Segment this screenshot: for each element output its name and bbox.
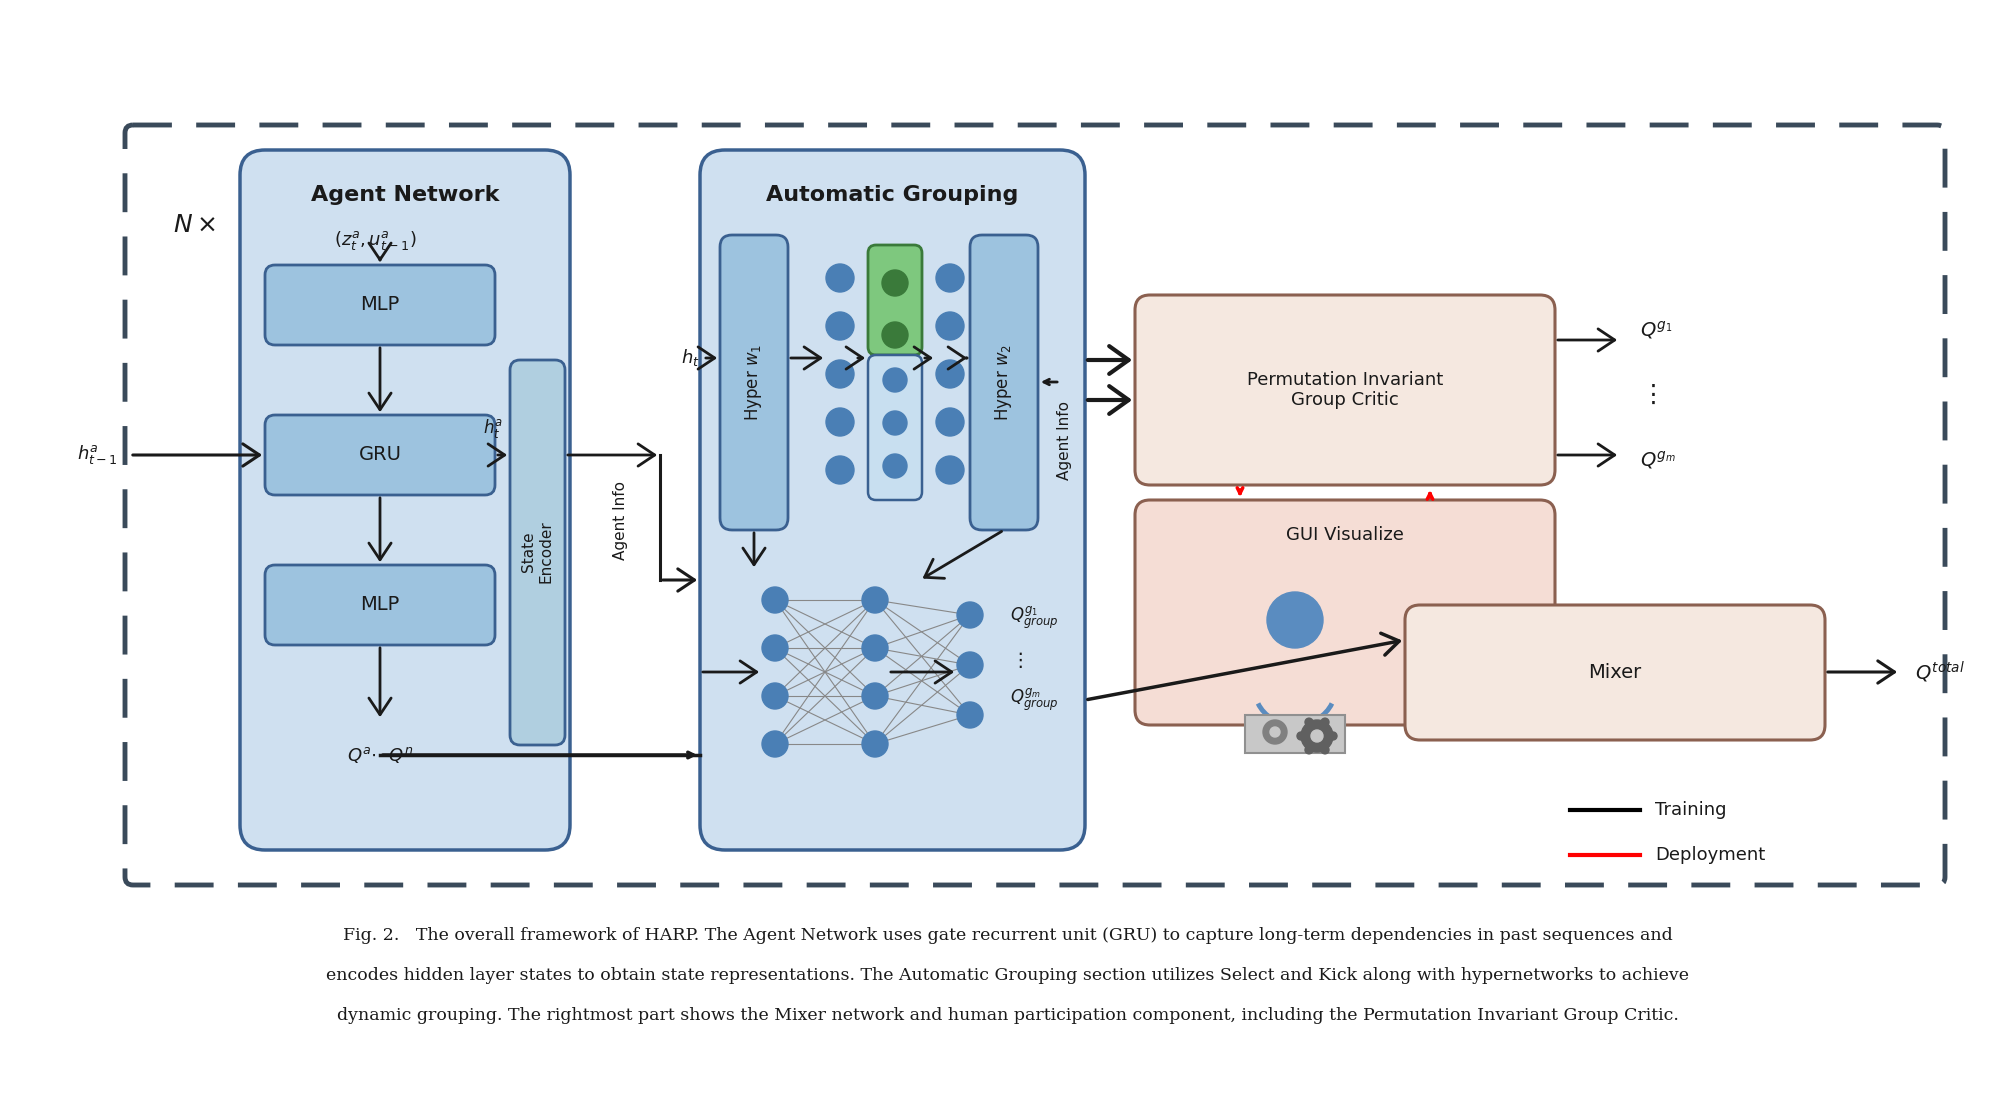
- Text: $h_{t-1}^a$: $h_{t-1}^a$: [77, 443, 119, 466]
- Circle shape: [762, 731, 788, 757]
- Circle shape: [883, 368, 907, 392]
- Circle shape: [762, 587, 788, 613]
- Text: $Q_{group}^{g_1}$: $Q_{group}^{g_1}$: [1010, 605, 1058, 632]
- FancyBboxPatch shape: [264, 565, 496, 645]
- Text: Training: Training: [1655, 801, 1726, 819]
- Text: $Q^a \cdots Q^n$: $Q^a \cdots Q^n$: [347, 745, 413, 765]
- Text: $Q_{group}^{g_m}$: $Q_{group}^{g_m}$: [1010, 687, 1058, 714]
- Text: State
Encoder: State Encoder: [520, 521, 552, 584]
- Text: GRU: GRU: [359, 445, 401, 464]
- Circle shape: [1300, 720, 1333, 752]
- Text: Mixer: Mixer: [1589, 663, 1641, 681]
- FancyBboxPatch shape: [1246, 715, 1345, 753]
- Text: $\vdots$: $\vdots$: [1639, 383, 1655, 407]
- Circle shape: [958, 602, 984, 628]
- Text: Agent Network: Agent Network: [310, 185, 500, 205]
- FancyBboxPatch shape: [869, 245, 921, 355]
- Circle shape: [827, 264, 855, 293]
- Circle shape: [1262, 720, 1286, 743]
- Circle shape: [827, 408, 855, 437]
- Text: Deployment: Deployment: [1655, 847, 1766, 864]
- Circle shape: [1304, 718, 1312, 726]
- FancyBboxPatch shape: [1135, 295, 1554, 485]
- Circle shape: [827, 312, 855, 340]
- Circle shape: [935, 264, 964, 293]
- Circle shape: [1270, 727, 1280, 737]
- Text: $h_t^a$: $h_t^a$: [482, 417, 504, 440]
- Text: Agent Info: Agent Info: [1058, 400, 1073, 480]
- Text: $(z_t^a, u_{t-1}^a)$: $(z_t^a, u_{t-1}^a)$: [335, 228, 415, 252]
- Text: $h_t$: $h_t$: [681, 348, 700, 369]
- FancyBboxPatch shape: [510, 360, 564, 745]
- Text: Hyper $w_2$: Hyper $w_2$: [994, 343, 1014, 421]
- Circle shape: [827, 456, 855, 484]
- Circle shape: [883, 411, 907, 435]
- FancyBboxPatch shape: [264, 416, 496, 495]
- Circle shape: [762, 635, 788, 661]
- FancyBboxPatch shape: [1135, 500, 1554, 725]
- Circle shape: [935, 312, 964, 340]
- FancyBboxPatch shape: [869, 355, 921, 500]
- Circle shape: [1310, 730, 1322, 742]
- Text: $Q^{g_1}$: $Q^{g_1}$: [1639, 319, 1673, 341]
- Circle shape: [883, 454, 907, 478]
- Circle shape: [883, 322, 907, 348]
- Circle shape: [863, 635, 887, 661]
- Text: $N \times$: $N \times$: [173, 213, 216, 237]
- Circle shape: [863, 587, 887, 613]
- Text: dynamic grouping. The rightmost part shows the Mixer network and human participa: dynamic grouping. The rightmost part sho…: [337, 1006, 1679, 1024]
- FancyBboxPatch shape: [700, 150, 1085, 850]
- Text: GUI Visualize: GUI Visualize: [1286, 526, 1403, 544]
- Circle shape: [883, 270, 907, 296]
- Circle shape: [958, 702, 984, 728]
- Circle shape: [827, 360, 855, 388]
- Text: MLP: MLP: [361, 296, 399, 315]
- Circle shape: [762, 683, 788, 709]
- Text: Hyper $w_1$: Hyper $w_1$: [744, 343, 764, 421]
- Text: Automatic Grouping: Automatic Grouping: [766, 185, 1018, 205]
- FancyBboxPatch shape: [1405, 605, 1824, 740]
- Text: $\vdots$: $\vdots$: [1010, 650, 1022, 670]
- Text: encodes hidden layer states to obtain state representations. The Automatic Group: encodes hidden layer states to obtain st…: [327, 966, 1689, 984]
- Circle shape: [1266, 592, 1322, 648]
- Circle shape: [935, 408, 964, 437]
- Circle shape: [1296, 732, 1304, 740]
- FancyBboxPatch shape: [720, 235, 788, 530]
- Circle shape: [935, 456, 964, 484]
- Circle shape: [1329, 732, 1337, 740]
- Text: $Q^{g_m}$: $Q^{g_m}$: [1639, 449, 1675, 471]
- FancyBboxPatch shape: [264, 265, 496, 345]
- Circle shape: [958, 652, 984, 678]
- Circle shape: [863, 683, 887, 709]
- Circle shape: [863, 731, 887, 757]
- Text: $Q^{total}$: $Q^{total}$: [1915, 659, 1966, 685]
- Circle shape: [1320, 746, 1329, 753]
- Text: Permutation Invariant
Group Critic: Permutation Invariant Group Critic: [1246, 370, 1443, 409]
- Circle shape: [1304, 746, 1312, 753]
- Text: Fig. 2.   The overall framework of HARP. The Agent Network uses gate recurrent u: Fig. 2. The overall framework of HARP. T…: [343, 926, 1673, 944]
- Text: Agent Info: Agent Info: [613, 481, 627, 560]
- Circle shape: [935, 360, 964, 388]
- FancyBboxPatch shape: [970, 235, 1038, 530]
- Text: MLP: MLP: [361, 595, 399, 615]
- Circle shape: [1320, 718, 1329, 726]
- FancyBboxPatch shape: [240, 150, 571, 850]
